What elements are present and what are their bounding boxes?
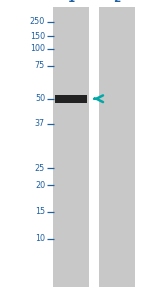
Text: 37: 37: [35, 119, 45, 128]
Text: 15: 15: [35, 207, 45, 216]
Text: 100: 100: [30, 45, 45, 53]
Text: 10: 10: [35, 234, 45, 243]
Bar: [53, 7, 89, 287]
Text: 1: 1: [68, 0, 75, 4]
Bar: [99, 7, 135, 287]
Text: 20: 20: [35, 181, 45, 190]
Text: 50: 50: [35, 94, 45, 103]
Bar: [55, 95, 87, 103]
Text: 75: 75: [35, 62, 45, 70]
Text: 150: 150: [30, 32, 45, 40]
Text: 2: 2: [113, 0, 121, 4]
Text: 25: 25: [35, 164, 45, 173]
Text: 250: 250: [30, 18, 45, 26]
